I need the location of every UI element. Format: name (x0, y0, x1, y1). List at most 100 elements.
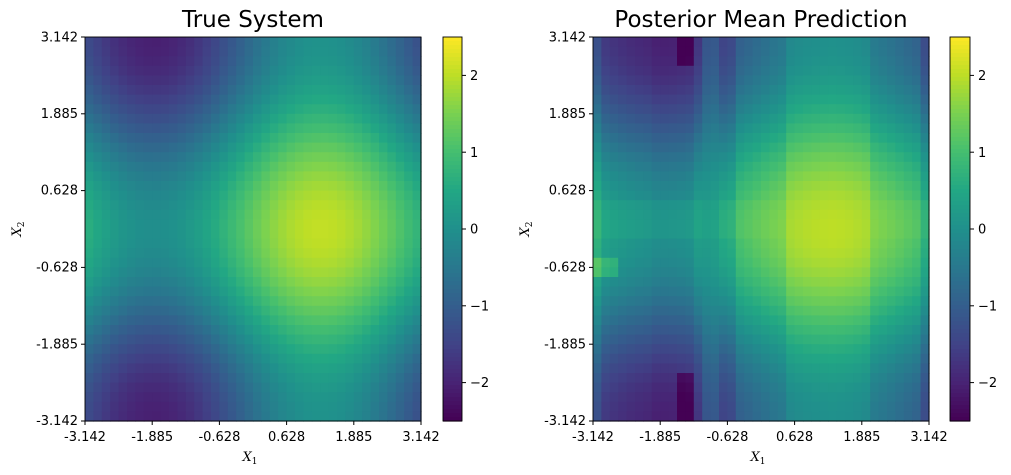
heatmap-cell (93, 37, 103, 48)
heatmap-cell (194, 238, 204, 249)
heatmap-cell (370, 286, 380, 297)
heatmap-cell (794, 325, 804, 336)
heatmap-cell (412, 401, 422, 412)
heatmap-cell (236, 411, 246, 422)
heatmap-cell (786, 113, 796, 124)
heatmap-cell (912, 286, 922, 297)
heatmap-cell (236, 161, 246, 172)
heatmap-cell (152, 267, 162, 278)
heatmap-cell (93, 209, 103, 220)
heatmap-cell (593, 94, 602, 105)
heatmap-cell (118, 305, 128, 316)
heatmap-cell (643, 94, 653, 105)
heatmap-cell (794, 401, 804, 412)
heatmap-cell (236, 181, 246, 192)
heatmap-cell (811, 353, 821, 364)
heatmap-cell (920, 190, 930, 201)
heatmap-cell (878, 190, 888, 201)
heatmap-cell (643, 200, 653, 211)
heatmap-cell (85, 75, 94, 86)
heatmap-cell (651, 123, 661, 134)
heatmap-cell (635, 257, 644, 268)
heatmap-cell (853, 104, 863, 115)
heatmap-cell (643, 181, 653, 192)
heatmap-cell (895, 392, 905, 403)
heatmap-cell (311, 411, 321, 422)
heatmap-cell (194, 209, 204, 220)
heatmap-cell (303, 238, 313, 249)
heatmap-cell (710, 190, 720, 201)
heatmap-cell (920, 353, 930, 364)
heatmap-cell (878, 104, 888, 115)
heatmap-cell (903, 37, 913, 48)
heatmap-cell (710, 113, 720, 124)
heatmap-cell (261, 267, 271, 278)
heatmap-cell (118, 315, 128, 326)
heatmap-cell (618, 200, 628, 211)
heatmap-cell (878, 315, 888, 326)
heatmap-cell (236, 123, 246, 134)
heatmap-cell (85, 56, 94, 67)
colorbar-segment (950, 65, 970, 70)
heatmap-cell (609, 344, 619, 355)
heatmap-cell (878, 133, 888, 144)
heatmap-cell (702, 382, 712, 393)
heatmap-cell (845, 248, 854, 259)
heatmap-cell (85, 286, 94, 297)
heatmap-cell (836, 392, 846, 403)
heatmap-cell (110, 152, 120, 163)
heatmap-cell (794, 75, 804, 86)
colorbar-segment (950, 85, 970, 90)
colorbar-segment (950, 369, 970, 374)
heatmap-cell (353, 277, 363, 288)
colorbar-segment (443, 277, 462, 282)
heatmap-cell (320, 248, 330, 259)
heatmap-cell (845, 411, 854, 422)
colorbar-segment (443, 97, 462, 102)
heatmap-cell (887, 152, 896, 163)
heatmap-cell (152, 104, 162, 115)
heatmap-cell (295, 267, 304, 278)
heatmap-cell (702, 257, 712, 268)
heatmap-cell (387, 373, 397, 384)
heatmap-cell (387, 65, 397, 76)
heatmap-cell (887, 65, 896, 76)
heatmap-cell (660, 238, 670, 249)
heatmap-cell (702, 113, 712, 124)
heatmap-cell (803, 401, 812, 412)
heatmap-cell (328, 334, 338, 345)
heatmap-cell (769, 411, 779, 422)
heatmap-cell (710, 142, 720, 153)
heatmap-cell (643, 334, 653, 345)
heatmap-cell (878, 85, 888, 96)
heatmap-cell (219, 75, 229, 86)
heatmap-cell (328, 296, 338, 307)
heatmap-cell (912, 411, 922, 422)
heatmap-cell (845, 113, 854, 124)
heatmap-cell (601, 353, 611, 364)
heatmap-cell (311, 200, 321, 211)
heatmap-cell (811, 257, 821, 268)
heatmap-cell (903, 190, 913, 201)
heatmap-cell (211, 334, 220, 345)
heatmap-cell (811, 200, 821, 211)
heatmap-cell (379, 363, 388, 374)
heatmap-cell (177, 161, 187, 172)
heatmap-cell (295, 161, 304, 172)
heatmap-cell (643, 344, 653, 355)
heatmap-cell (769, 334, 779, 345)
heatmap-cell (744, 363, 754, 374)
heatmap-cell (735, 75, 745, 86)
heatmap-cell (194, 113, 204, 124)
heatmap-cell (194, 161, 204, 172)
heatmap-cell (337, 46, 346, 57)
heatmap-cell (143, 334, 153, 345)
colorbar-segment (443, 181, 462, 186)
heatmap-cell (110, 257, 120, 268)
heatmap-cell (861, 181, 871, 192)
heatmap-cell (635, 334, 644, 345)
heatmap-cell (345, 411, 355, 422)
heatmap-cell (601, 37, 611, 48)
heatmap-cell (177, 46, 187, 57)
heatmap-cell (828, 257, 838, 268)
